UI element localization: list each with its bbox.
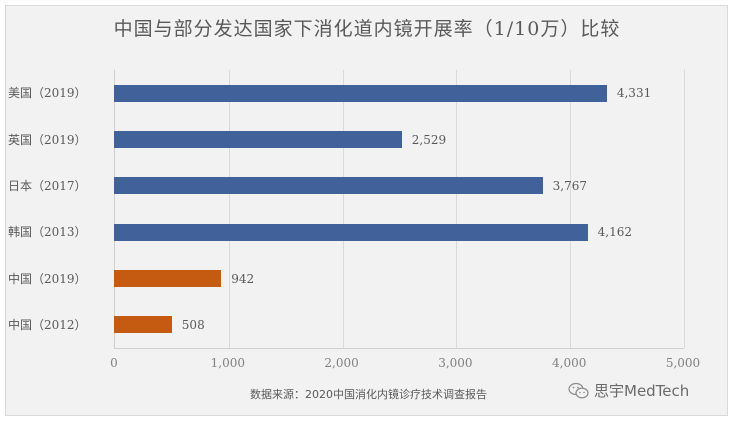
data-source-note: 数据来源：2020中国消化内镜诊疗技术调查报告 bbox=[250, 388, 487, 401]
value-label: 508 bbox=[181, 317, 205, 332]
gridline bbox=[342, 70, 344, 348]
x-tick-label: 3,000 bbox=[438, 356, 473, 370]
value-label: 942 bbox=[231, 271, 255, 286]
bar bbox=[114, 223, 588, 241]
category-label: 日本（2017） bbox=[8, 178, 87, 193]
x-tick-label: 1,000 bbox=[210, 356, 245, 370]
category-label: 英国（2019） bbox=[8, 132, 87, 147]
value-label: 2,529 bbox=[411, 132, 447, 147]
bar bbox=[114, 270, 222, 287]
chart-title: 中国与部分发达国家下消化道内镜开展率（1/10万）比较 bbox=[113, 18, 621, 40]
bar bbox=[114, 84, 607, 102]
brand-name: 思宇MedTech bbox=[594, 382, 690, 400]
bar bbox=[114, 131, 402, 148]
gridline bbox=[228, 70, 230, 348]
gridline bbox=[570, 70, 572, 348]
x-tick-label: 5,000 bbox=[665, 356, 701, 370]
plot-area bbox=[114, 70, 685, 349]
brand-watermark: 思宇MedTech bbox=[568, 380, 689, 401]
gridline bbox=[456, 70, 458, 348]
category-label: 美国（2019） bbox=[8, 86, 87, 101]
x-tick-label: 2,000 bbox=[324, 356, 359, 370]
category-label: 韩国（2013） bbox=[8, 225, 87, 240]
bar bbox=[114, 177, 543, 195]
value-label: 3,767 bbox=[552, 178, 588, 193]
value-label: 4,162 bbox=[597, 225, 632, 240]
category-label: 中国（2012） bbox=[8, 317, 87, 332]
wechat-icon bbox=[568, 382, 590, 400]
value-label: 4,331 bbox=[616, 86, 652, 101]
x-tick-label: 4,000 bbox=[552, 356, 587, 370]
gridline bbox=[684, 70, 685, 348]
bar bbox=[114, 316, 172, 334]
category-label: 中国（2019） bbox=[8, 271, 87, 286]
chart-frame bbox=[5, 5, 728, 416]
x-tick-label: 0 bbox=[110, 356, 118, 370]
